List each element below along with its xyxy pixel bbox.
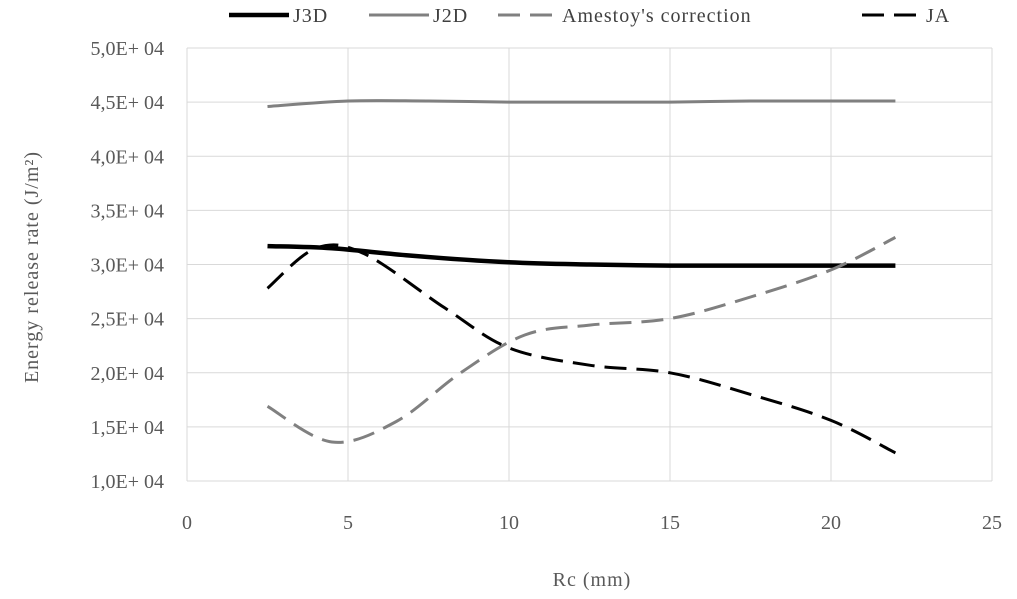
y-tick-label: 2,0E+ 04 <box>91 363 165 385</box>
legend-label: J3D <box>293 5 328 27</box>
y-tick-label: 5,0E+ 04 <box>91 38 165 60</box>
y-tick-label: 2,5E+ 04 <box>91 309 165 331</box>
y-tick-label: 3,0E+ 04 <box>91 255 165 277</box>
x-axis-label: Rc (mm) <box>553 569 632 591</box>
series-line-amestoy-s-correction <box>266 236 897 444</box>
series-line-j2d <box>267 99 896 108</box>
x-tick-label: 20 <box>821 512 841 534</box>
x-tick-label: 0 <box>182 512 192 534</box>
y-axis-label: Energy release rate (J/m²) <box>21 151 43 383</box>
legend-label: Amestoy's correction <box>562 5 752 27</box>
y-tick-label: 1,0E+ 04 <box>91 471 165 493</box>
x-tick-label: 5 <box>343 512 353 534</box>
y-tick-label: 3,5E+ 04 <box>91 200 165 222</box>
series-line-j3d <box>267 243 896 268</box>
x-tick-label: 10 <box>499 512 519 534</box>
series-layer <box>266 99 897 455</box>
x-tick-label: 15 <box>660 512 680 534</box>
y-tick-label: 4,0E+ 04 <box>91 146 165 168</box>
series-line-ja <box>266 243 897 455</box>
legend: J3D J2D Amestoy's correction JA <box>229 5 950 27</box>
legend-label: J2D <box>433 5 468 27</box>
legend-label: JA <box>926 5 950 27</box>
y-tick-label: 1,5E+ 04 <box>91 417 165 439</box>
y-tick-label: 4,5E+ 04 <box>91 92 165 114</box>
x-tick-label: 25 <box>982 512 1002 534</box>
tick-layer: 1,0E+ 04 1,5E+ 04 2,0E+ 04 2,5E+ 04 3,0E+ 04… <box>91 38 1003 534</box>
